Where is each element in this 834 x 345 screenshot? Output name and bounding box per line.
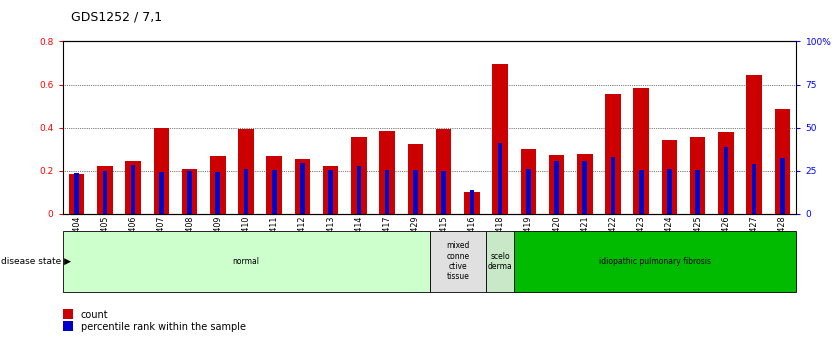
Bar: [661, 139, 677, 214]
Bar: [605, 94, 620, 214]
Bar: [639, 170, 644, 214]
Bar: [215, 172, 220, 214]
Bar: [634, 88, 649, 214]
Text: GDS1252 / 7,1: GDS1252 / 7,1: [71, 10, 162, 23]
Bar: [408, 144, 423, 214]
Bar: [690, 137, 706, 214]
Bar: [526, 169, 530, 214]
Bar: [63, 231, 430, 292]
Bar: [430, 231, 486, 292]
Bar: [436, 129, 451, 214]
Bar: [718, 132, 734, 214]
Text: idiopathic pulmonary fibrosis: idiopathic pulmonary fibrosis: [600, 257, 711, 266]
Text: percentile rank within the sample: percentile rank within the sample: [81, 322, 246, 332]
Bar: [555, 161, 559, 214]
Bar: [486, 231, 515, 292]
Bar: [159, 172, 163, 214]
Bar: [182, 169, 198, 214]
Bar: [696, 170, 700, 214]
Bar: [515, 231, 796, 292]
Bar: [582, 161, 587, 214]
Bar: [498, 143, 502, 214]
Bar: [323, 167, 339, 214]
Bar: [464, 193, 480, 214]
Bar: [384, 170, 389, 214]
Bar: [775, 109, 790, 214]
Bar: [188, 171, 192, 214]
Text: count: count: [81, 310, 108, 320]
Bar: [210, 156, 225, 214]
Bar: [239, 129, 254, 214]
Bar: [746, 75, 762, 214]
Bar: [724, 147, 728, 214]
Bar: [549, 155, 565, 214]
Bar: [300, 163, 304, 214]
Bar: [153, 128, 169, 214]
Bar: [357, 167, 361, 214]
Bar: [103, 171, 108, 214]
Bar: [751, 164, 756, 214]
Bar: [244, 169, 249, 214]
Bar: [267, 156, 282, 214]
Text: mixed
conne
ctive
tissue: mixed conne ctive tissue: [446, 241, 470, 282]
Bar: [577, 154, 592, 214]
Bar: [272, 170, 277, 214]
Bar: [131, 165, 135, 214]
Bar: [470, 190, 475, 214]
Bar: [125, 161, 141, 214]
Bar: [351, 137, 367, 214]
Bar: [441, 171, 446, 214]
Bar: [520, 149, 536, 214]
Bar: [667, 169, 671, 214]
Bar: [780, 158, 785, 214]
Bar: [610, 157, 615, 214]
Bar: [74, 173, 79, 214]
Bar: [69, 174, 84, 214]
Bar: [329, 170, 333, 214]
Bar: [492, 64, 508, 214]
Bar: [294, 159, 310, 214]
Text: disease state ▶: disease state ▶: [1, 257, 71, 266]
Bar: [413, 170, 418, 214]
Text: normal: normal: [233, 257, 259, 266]
Bar: [97, 167, 113, 214]
Text: scelo
derma: scelo derma: [488, 252, 512, 271]
Bar: [379, 131, 395, 214]
